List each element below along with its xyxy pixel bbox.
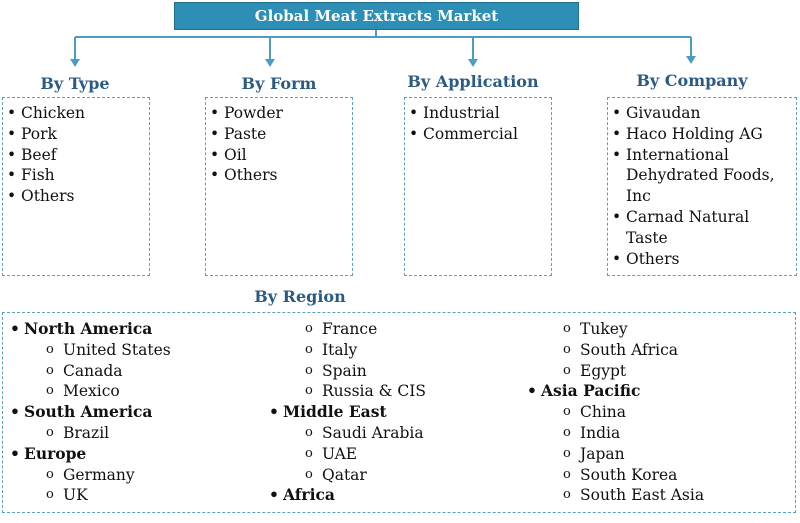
region-column-3: Tukey South Africa Egypt Asia Pacific Ch…	[523, 319, 704, 506]
connector-lines	[70, 30, 696, 67]
country-item: Canada	[6, 361, 171, 382]
region-column-1: North America United States Canada Mexic…	[6, 319, 171, 506]
country-item: Tukey	[523, 319, 704, 340]
list-item: Paste	[206, 124, 352, 145]
by-company-box: Givaudan Haco Holding AG International D…	[607, 97, 797, 276]
list-item: Carnad Natural Taste	[608, 207, 790, 249]
country-item: Japan	[523, 444, 704, 465]
country-item: South East Asia	[523, 485, 704, 506]
region-column-2: France Italy Spain Russia & CIS Middle E…	[265, 319, 426, 506]
country-item: United States	[6, 340, 171, 361]
region-label: North America	[6, 319, 171, 340]
arrowhead-by-application	[468, 59, 478, 67]
region-label: Europe	[6, 444, 171, 465]
list-item: Others	[608, 249, 790, 270]
by-region-box	[2, 312, 796, 513]
country-item: Brazil	[6, 423, 171, 444]
country-item: Spain	[265, 361, 426, 382]
heading-by-region: By Region	[254, 287, 346, 306]
arrowhead-by-type	[70, 59, 80, 67]
country-item: Saudi Arabia	[265, 423, 426, 444]
country-item: South Africa	[523, 340, 704, 361]
list-item: Beef	[3, 145, 149, 166]
country-item: UK	[6, 485, 171, 506]
country-item: France	[265, 319, 426, 340]
country-item: Mexico	[6, 381, 171, 402]
list-item: Pork	[3, 124, 149, 145]
country-item: South Korea	[523, 465, 704, 486]
diagram-title: Global Meat Extracts Market	[174, 2, 579, 30]
country-item: Italy	[265, 340, 426, 361]
heading-by-form: By Form	[241, 74, 317, 93]
list-item: Fish	[3, 165, 149, 186]
arrowhead-by-company	[686, 56, 696, 64]
by-type-box: Chicken Pork Beef Fish Others	[2, 97, 150, 276]
list-item: International Dehydrated Foods, Inc	[608, 145, 790, 207]
list-item: Commercial	[405, 124, 551, 145]
list-item: Others	[206, 165, 352, 186]
region-label: Africa	[265, 485, 426, 506]
region-label: South America	[6, 402, 171, 423]
country-item: India	[523, 423, 704, 444]
country-item: UAE	[265, 444, 426, 465]
arrowhead-by-form	[265, 59, 275, 67]
country-item: Qatar	[265, 465, 426, 486]
list-item: Others	[3, 186, 149, 207]
list-item: Haco Holding AG	[608, 124, 790, 145]
by-application-box: Industrial Commercial	[404, 97, 552, 276]
heading-by-application: By Application	[407, 72, 539, 91]
country-item: Germany	[6, 465, 171, 486]
country-item: Egypt	[523, 361, 704, 382]
by-form-box: Powder Paste Oil Others	[205, 97, 353, 276]
region-label: Asia Pacific	[523, 381, 704, 402]
list-item: Powder	[206, 103, 352, 124]
country-item: China	[523, 402, 704, 423]
list-item: Oil	[206, 145, 352, 166]
country-item: Russia & CIS	[265, 381, 426, 402]
list-item: Industrial	[405, 103, 551, 124]
list-item: Givaudan	[608, 103, 790, 124]
heading-by-company: By Company	[636, 71, 748, 90]
region-label: Middle East	[265, 402, 426, 423]
list-item: Chicken	[3, 103, 149, 124]
heading-by-type: By Type	[40, 74, 110, 93]
